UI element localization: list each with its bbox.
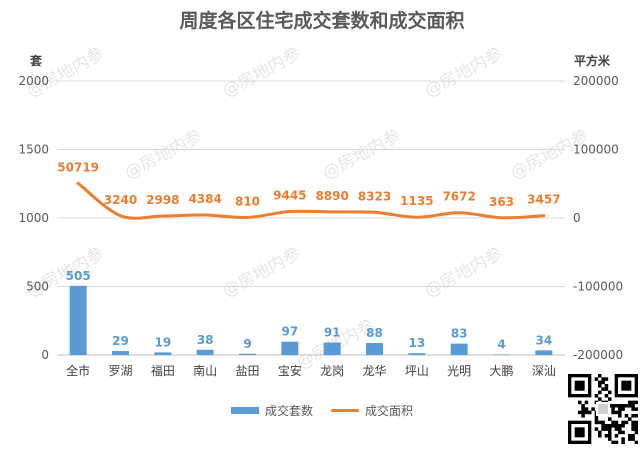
x-tick-label: 福田 [151,363,175,378]
line-data-label: 9445 [273,189,306,203]
bar [154,352,172,355]
line-data-label: 3240 [104,193,137,207]
bar [239,353,256,355]
y-right-tick-label: -100000 [573,280,623,294]
bar [450,343,468,355]
legend-label-line: 成交面积 [365,404,414,418]
line-data-label: 4384 [188,192,221,206]
bar [281,341,299,355]
legend-item-line: 成交面积 [331,402,413,419]
y-right-tick-label: 0 [573,211,581,225]
bar [323,342,341,355]
bar-data-label: 91 [324,326,341,340]
legend-item-bars: 成交套数 [230,402,313,419]
y-left-tick-label: 0 [41,348,49,362]
bar-data-label: 9 [243,337,251,351]
line-data-label: 7672 [442,190,475,204]
x-tick-label: 龙华 [362,364,386,378]
bar-data-label: 88 [366,326,383,340]
bar [408,353,426,355]
bar-data-label: 4 [497,337,505,351]
y-left-tick-label: 1000 [18,211,49,225]
bar [366,342,383,355]
y-axis-right-unit: 平方米 [574,54,611,68]
x-tick-label: 宝安 [278,363,302,378]
x-tick-label: 坪山 [405,364,429,378]
bar [112,351,129,355]
x-tick-label: 全市 [66,363,90,378]
x-tick-label: 龙岗 [320,364,344,378]
bar-data-label: 38 [197,333,214,347]
legend-label-bars: 成交套数 [264,404,313,418]
x-tick-label: 大鹏 [489,364,513,378]
y-right-tick-label: 200000 [573,74,619,88]
legend-swatch-bars [230,407,259,414]
line-data-label: 50719 [57,160,99,174]
x-tick-label: 盐田 [235,364,259,378]
bar-data-label: 97 [281,325,298,339]
x-tick-label: 罗湖 [108,363,132,378]
line-data-label: 810 [235,194,260,208]
bar [493,354,510,355]
y-left-tick-label: 1500 [18,143,49,157]
y-axis-left-unit: 套 [30,54,43,68]
chart-title: 周度各区住宅成交套数和成交面积 [179,10,465,32]
chart-legend: 成交套数 成交面积 [0,402,644,419]
y-left-tick-label: 2000 [18,74,49,88]
bar-data-label: 13 [408,336,425,350]
bar-data-label: 34 [535,333,552,347]
bar [535,350,553,355]
bar-data-label: 19 [154,335,171,349]
qr-code-icon [568,374,638,444]
line-data-label: 8323 [358,189,391,203]
y-right-tick-label: 100000 [573,143,619,157]
bar-data-label: 29 [112,334,129,348]
x-tick-label: 光明 [447,364,471,378]
x-tick-label: 深汕 [532,364,556,378]
x-tick-label: 南山 [193,363,217,378]
bar [69,285,87,355]
bar-data-label: 505 [66,269,91,283]
line-data-label: 3457 [527,193,560,207]
series-line [76,181,546,220]
line-data-label: 2998 [146,193,179,207]
bar-data-label: 83 [451,327,468,341]
line-data-label: 1135 [400,194,433,208]
y-right-tick-label: -200000 [573,348,623,362]
line-data-label: 363 [489,195,514,209]
y-left-tick-label: 500 [26,280,49,294]
bar [196,349,214,355]
legend-swatch-line [331,409,359,412]
line-data-label: 8890 [315,189,348,203]
